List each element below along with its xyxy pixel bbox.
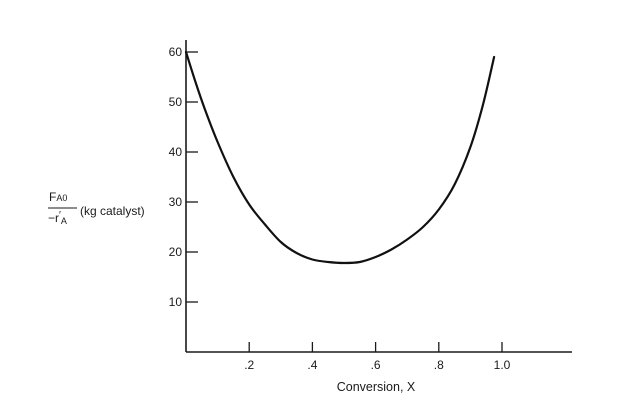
y-tick-label-20: 20 bbox=[169, 245, 183, 259]
x-ticks: .2 .4 .6 .8 1.0 bbox=[244, 342, 511, 372]
x-tick-label-.4: .4 bbox=[307, 358, 317, 372]
x-tick-label-.8: .8 bbox=[434, 358, 444, 372]
y-axis-label: FA0 −r′A (kg catalyst) bbox=[48, 190, 145, 226]
x-tick-label-.6: .6 bbox=[371, 358, 381, 372]
y-ticks: 10 20 30 40 50 60 bbox=[169, 45, 198, 309]
y-tick-label-50: 50 bbox=[169, 95, 183, 109]
y-tick-label-60: 60 bbox=[169, 45, 183, 59]
levenspiel-curve bbox=[184, 50, 496, 265]
y-label-units: (kg catalyst) bbox=[80, 204, 145, 218]
curve-layer bbox=[184, 50, 496, 265]
x-tick-label-.2: .2 bbox=[244, 358, 254, 372]
y-tick-label-40: 40 bbox=[169, 145, 183, 159]
x-axis-label: Conversion, X bbox=[337, 380, 416, 394]
x-tick-label-1.0: 1.0 bbox=[494, 358, 511, 372]
y-label-numerator: FA0 bbox=[49, 190, 67, 204]
y-tick-label-30: 30 bbox=[169, 195, 183, 209]
y-label-denominator: −r′A bbox=[48, 210, 67, 226]
axes bbox=[185, 40, 572, 353]
y-tick-label-10: 10 bbox=[169, 295, 183, 309]
